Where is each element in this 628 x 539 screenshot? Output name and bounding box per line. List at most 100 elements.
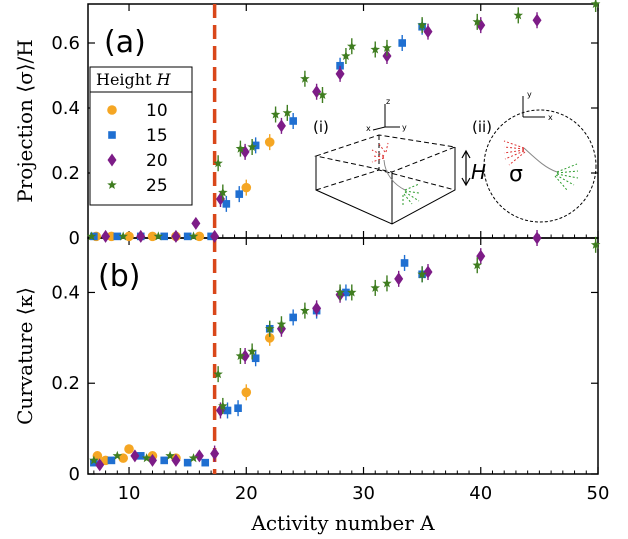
- data-point-25: [300, 305, 310, 315]
- inset-sigma-label: σ: [509, 162, 523, 187]
- inset-ii-red-ends: [503, 140, 526, 166]
- data-point-20: [335, 67, 345, 81]
- data-point-25: [270, 109, 281, 119]
- data-point-20: [210, 229, 220, 243]
- legend-label: 15: [146, 126, 168, 146]
- inset-i-back-edges: [315, 169, 456, 191]
- x-tick-label: 40: [469, 483, 492, 504]
- data-point-25: [247, 142, 257, 151]
- panel-b-ylabel: Curvature ⟨κ⟩: [13, 287, 37, 425]
- inset-ii-circle: [483, 109, 597, 223]
- data-point-20: [136, 229, 146, 243]
- data-point-25: [382, 278, 392, 288]
- data-point-25: [188, 453, 199, 463]
- inset-ii-x-label: x: [548, 113, 553, 122]
- data-point-20: [532, 231, 542, 245]
- legend-label: 20: [146, 151, 168, 171]
- data-point-25: [347, 287, 357, 297]
- data-point-25: [590, 0, 601, 8]
- inset-i-filament: [383, 159, 406, 191]
- data-point-10: [92, 451, 103, 461]
- data-point-15: [222, 200, 231, 208]
- y-tick-label: 0.6: [51, 33, 80, 54]
- y-tick-label: 0: [69, 464, 80, 485]
- data-point-10: [118, 453, 128, 463]
- data-point-10: [194, 231, 205, 242]
- data-point-20: [210, 447, 220, 461]
- data-point-10: [147, 231, 158, 242]
- data-point-20: [312, 301, 322, 315]
- data-point-10: [124, 444, 134, 454]
- data-point-25: [417, 20, 427, 30]
- data-point-15: [183, 232, 192, 241]
- panel-a-label: (a): [104, 25, 146, 60]
- data-point-25: [213, 158, 223, 168]
- data-point-20: [312, 85, 322, 99]
- data-point-25: [417, 269, 427, 279]
- data-point-25: [472, 16, 482, 26]
- x-tick-label: 10: [118, 483, 141, 504]
- data-point-25: [347, 41, 357, 51]
- data-point-25: [370, 44, 380, 54]
- data-point-15: [251, 141, 260, 150]
- data-point-15: [107, 456, 116, 465]
- panel-b-label: (b): [98, 259, 140, 294]
- data-point-20: [130, 449, 140, 463]
- data-point-15: [113, 232, 122, 241]
- y-tick-label: 0.4: [51, 282, 80, 303]
- inset-i-z-label: z: [386, 97, 390, 106]
- y-tick-label: 0.2: [51, 373, 80, 394]
- data-point-20: [382, 49, 392, 63]
- data-point-15: [336, 61, 344, 70]
- y-tick-label: 0.4: [51, 98, 80, 119]
- x-axis-label: Activity number A: [250, 511, 435, 535]
- data-point-25: [247, 346, 257, 356]
- inset-i-y-label: y: [402, 123, 407, 132]
- inset-ii-y-label: y: [527, 90, 532, 99]
- data-point-15: [398, 39, 407, 47]
- data-point-25: [153, 231, 164, 241]
- data-point-10: [241, 387, 252, 398]
- legend-marker-25: [107, 180, 117, 189]
- inset-ii-label: (ii): [472, 118, 492, 136]
- panel-b-ticks: 10 20 30 40 50 0 0.2 0.4: [51, 238, 609, 504]
- data-point-25: [218, 187, 228, 197]
- data-point-20: [171, 453, 181, 467]
- data-point-15: [160, 232, 169, 241]
- data-point-25: [317, 90, 328, 99]
- x-tick-label: 50: [587, 483, 610, 504]
- legend: Height H 10 15 20 25: [89, 66, 193, 206]
- data-point-20: [276, 119, 286, 133]
- panel-b-frame: [87, 237, 599, 475]
- data-point-25: [382, 42, 392, 52]
- data-point-25: [218, 400, 228, 410]
- data-point-25: [513, 10, 523, 20]
- legend-title: Height H: [96, 70, 172, 89]
- inset-i-top-face: [314, 134, 457, 173]
- inset-i-x-axis: [372, 126, 386, 131]
- data-point-25: [213, 369, 223, 379]
- data-point-15: [136, 452, 145, 460]
- inset-ii: (ii) y x σ: [472, 90, 597, 223]
- data-point-25: [265, 323, 275, 333]
- data-point-15: [289, 117, 297, 125]
- inset-h-label: H: [471, 160, 486, 184]
- data-point-25: [118, 231, 128, 241]
- y-tick-label: 0.2: [51, 163, 80, 184]
- data-point-25: [335, 287, 345, 297]
- data-point-20: [171, 229, 181, 243]
- data-point-25: [370, 282, 380, 292]
- panel-b-points: [89, 230, 601, 472]
- x-tick-label: 30: [352, 483, 375, 504]
- data-point-10: [124, 231, 134, 242]
- data-point-15: [234, 404, 242, 412]
- panel-a-points: [86, 0, 601, 243]
- data-point-15: [183, 458, 192, 467]
- inset-i-front-edges: [315, 147, 456, 225]
- data-point-25: [141, 453, 152, 463]
- data-point-20: [423, 25, 433, 39]
- data-point-20: [394, 272, 404, 286]
- inset-i-x-label: x: [366, 124, 371, 133]
- inset-i: (i) z y x H: [313, 97, 486, 225]
